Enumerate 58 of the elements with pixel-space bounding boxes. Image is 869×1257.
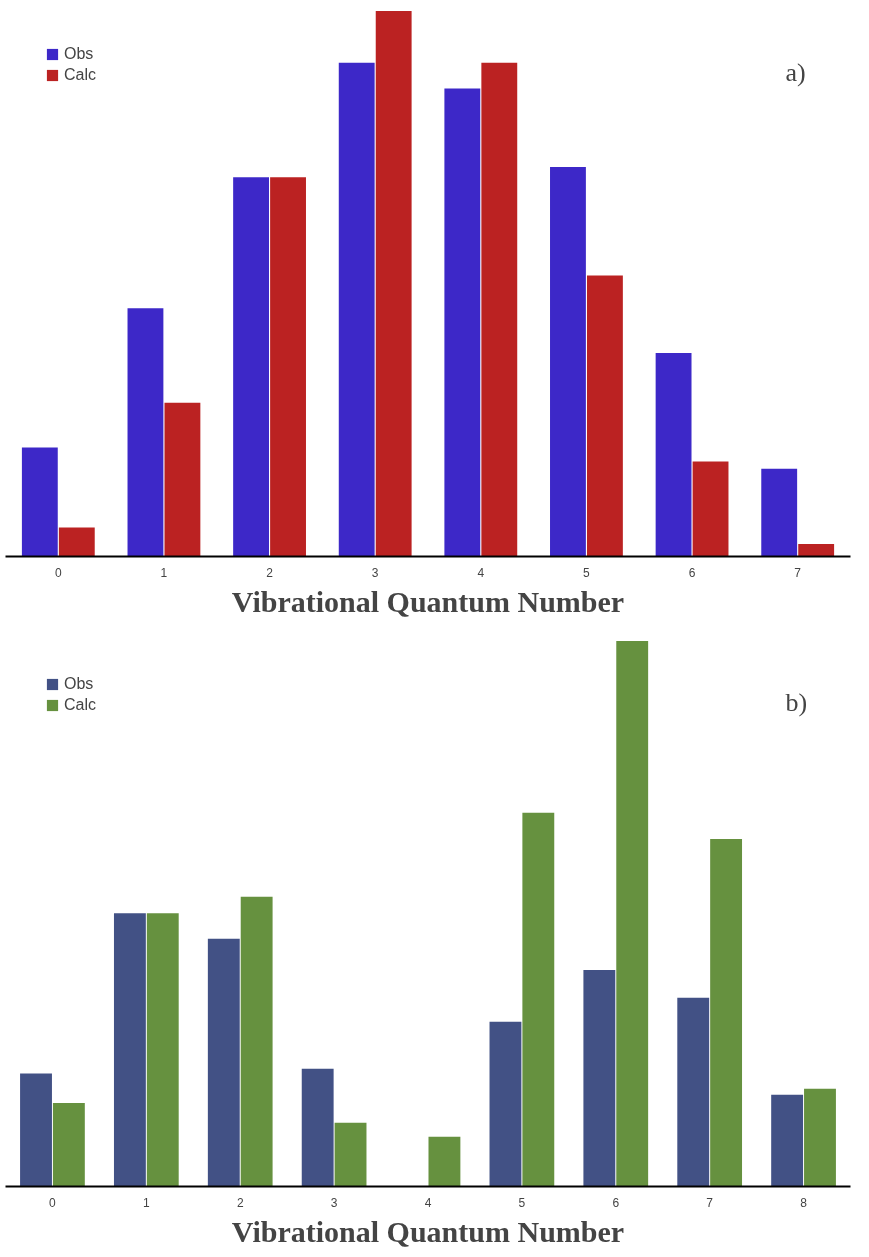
- bar: [20, 1073, 52, 1187]
- x-tick-label: 6: [612, 1195, 620, 1210]
- bar: [444, 88, 481, 557]
- annotation: a): [785, 57, 806, 87]
- bar: [113, 913, 146, 1187]
- legend-label: Calc: [64, 66, 97, 84]
- bar: [771, 1094, 804, 1187]
- bar: [522, 812, 555, 1187]
- x-tick-label: 7: [794, 565, 802, 580]
- bar: [710, 838, 743, 1187]
- x-axis-title: Vibrational Quantum Number: [231, 1214, 625, 1248]
- bar: [301, 1068, 334, 1187]
- bar: [240, 896, 273, 1187]
- bar: [798, 543, 835, 557]
- legend-label: Calc: [64, 696, 97, 714]
- legend-label: Obs: [64, 675, 94, 693]
- bar: [375, 10, 412, 557]
- x-tick-label: 8: [800, 1195, 808, 1210]
- x-tick-label: 5: [583, 565, 591, 580]
- x-tick-label: 1: [160, 565, 168, 580]
- annotation: b): [785, 687, 808, 717]
- x-tick-label: 5: [518, 1195, 526, 1210]
- bar: [804, 1088, 836, 1187]
- x-tick-label: 0: [54, 565, 62, 580]
- x-tick-label: 4: [424, 1195, 432, 1210]
- bar: [58, 527, 95, 557]
- bar: [616, 640, 649, 1187]
- x-tick-label: 3: [330, 1195, 338, 1210]
- x-tick-label: 3: [371, 565, 379, 580]
- bar: [21, 447, 58, 557]
- bar: [761, 468, 798, 557]
- x-tick-label: 2: [266, 565, 274, 580]
- bar: [428, 1136, 461, 1187]
- bar: [550, 166, 586, 557]
- bar: [127, 308, 164, 557]
- bar: [52, 1103, 85, 1187]
- x-tick-label: 6: [688, 565, 696, 580]
- bar: [655, 353, 692, 557]
- x-tick-label: 0: [49, 1195, 57, 1210]
- x-tick-label: 4: [477, 565, 485, 580]
- bar: [586, 275, 623, 557]
- bar: [164, 402, 201, 557]
- bar: [481, 62, 518, 557]
- x-tick-label: 1: [143, 1195, 150, 1210]
- bar: [146, 913, 179, 1187]
- bar: [233, 177, 270, 557]
- x-tick-label: 7: [706, 1195, 714, 1210]
- bar: [207, 938, 240, 1187]
- bar: [692, 461, 729, 557]
- bar: [583, 969, 616, 1187]
- bar: [677, 997, 710, 1187]
- bar: [270, 177, 306, 557]
- bar: [334, 1122, 367, 1187]
- bar: [489, 1021, 522, 1187]
- bar: [338, 62, 375, 557]
- legend-label: Obs: [64, 45, 94, 63]
- x-axis-title: Vibrational Quantum Number: [231, 584, 625, 618]
- x-tick-label: 2: [236, 1195, 244, 1210]
